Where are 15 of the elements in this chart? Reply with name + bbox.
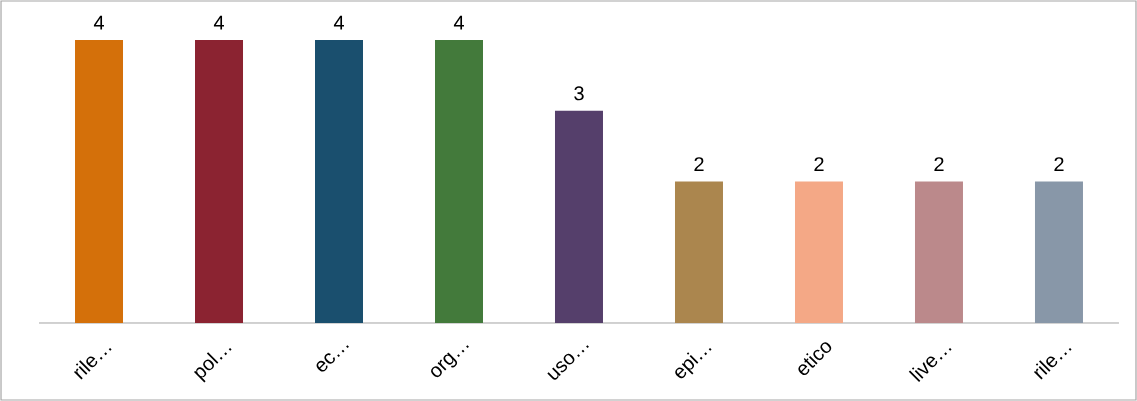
x-tick-label: etico xyxy=(798,342,832,376)
x-tick-label: ec… xyxy=(316,345,349,372)
data-label: 2 xyxy=(694,157,704,172)
data-label: 4 xyxy=(213,15,224,30)
x-tick-label: rile… xyxy=(73,347,112,380)
data-label: 4 xyxy=(453,15,464,30)
data-label: 4 xyxy=(333,15,344,30)
data-label: 4 xyxy=(93,15,104,30)
data-label: 2 xyxy=(1054,157,1064,172)
data-label: 3 xyxy=(574,86,584,101)
x-tick-label: epi… xyxy=(675,347,712,379)
x-tick-label: rile… xyxy=(1033,347,1072,380)
data-label: 2 xyxy=(934,157,944,172)
x-tick-label: org… xyxy=(431,345,469,378)
data-label: 2 xyxy=(814,157,824,172)
